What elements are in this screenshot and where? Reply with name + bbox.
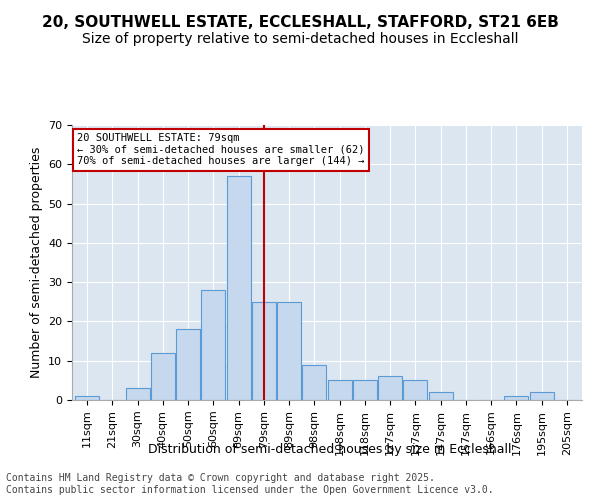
Bar (227, 176, 251, 400)
Bar (151, 353, 175, 400)
Bar (302, 364, 326, 400)
Bar (403, 380, 427, 400)
Bar (505, 396, 529, 400)
Bar (378, 376, 402, 400)
Bar (328, 380, 352, 400)
Y-axis label: Number of semi-detached properties: Number of semi-detached properties (29, 147, 43, 378)
Bar (75, 396, 99, 400)
Text: Contains HM Land Registry data © Crown copyright and database right 2025.
Contai: Contains HM Land Registry data © Crown c… (6, 474, 494, 495)
Bar (125, 388, 149, 400)
Bar (252, 302, 276, 400)
Text: Distribution of semi-detached houses by size in Eccleshall: Distribution of semi-detached houses by … (148, 442, 512, 456)
Text: Size of property relative to semi-detached houses in Eccleshall: Size of property relative to semi-detach… (82, 32, 518, 46)
Bar (530, 392, 554, 400)
Text: 20 SOUTHWELL ESTATE: 79sqm
← 30% of semi-detached houses are smaller (62)
70% of: 20 SOUTHWELL ESTATE: 79sqm ← 30% of semi… (77, 133, 365, 166)
Bar (176, 330, 200, 400)
Bar (353, 380, 377, 400)
Bar (277, 302, 301, 400)
Bar (428, 392, 452, 400)
Bar (202, 290, 226, 400)
Text: 20, SOUTHWELL ESTATE, ECCLESHALL, STAFFORD, ST21 6EB: 20, SOUTHWELL ESTATE, ECCLESHALL, STAFFO… (41, 15, 559, 30)
